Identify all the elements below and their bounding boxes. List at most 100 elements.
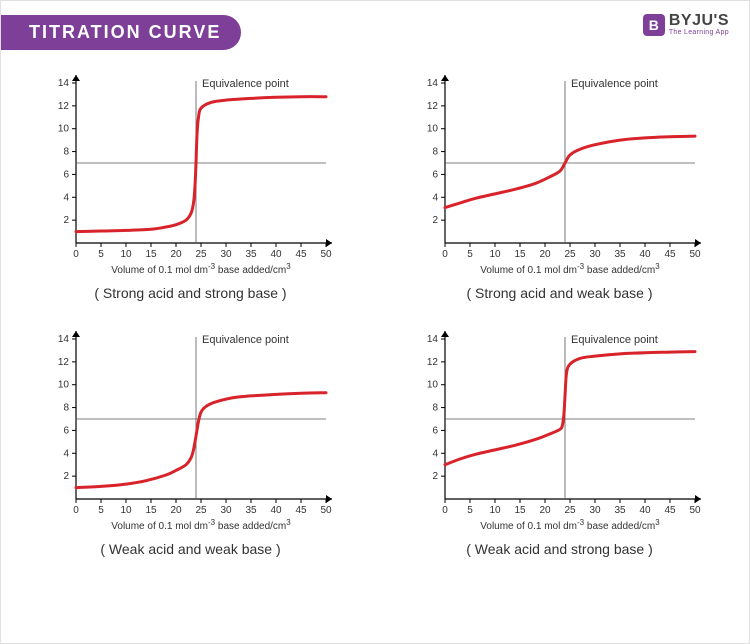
svg-text:0: 0 — [442, 505, 448, 516]
chart-caption: ( Strong acid and strong base ) — [94, 285, 286, 301]
svg-text:2: 2 — [63, 471, 69, 482]
equivalence-label: Equivalence point — [202, 78, 289, 90]
svg-text:6: 6 — [63, 169, 69, 180]
svg-text:0: 0 — [73, 249, 79, 260]
equivalence-label: Equivalence point — [571, 78, 658, 90]
logo-icon: B — [643, 14, 665, 36]
svg-text:25: 25 — [564, 249, 576, 260]
svg-text:25: 25 — [195, 505, 207, 516]
svg-text:2: 2 — [63, 215, 69, 226]
svg-text:5: 5 — [467, 505, 473, 516]
svg-text:4: 4 — [63, 448, 69, 459]
svg-text:4: 4 — [432, 192, 438, 203]
svg-text:50: 50 — [320, 249, 332, 260]
svg-text:10: 10 — [426, 380, 438, 391]
svg-text:15: 15 — [514, 249, 526, 260]
logo-main-text: BYJU'S — [669, 13, 729, 29]
svg-text:35: 35 — [245, 505, 257, 516]
equivalence-label: Equivalence point — [571, 334, 658, 346]
svg-text:45: 45 — [664, 249, 676, 260]
svg-text:0: 0 — [442, 249, 448, 260]
header: TITRATION CURVE B BYJU'S The Learning Ap… — [1, 1, 749, 55]
chart-caption: ( Weak acid and weak base ) — [100, 541, 280, 557]
svg-text:10: 10 — [489, 505, 501, 516]
chart-caption: ( Weak acid and strong base ) — [466, 541, 653, 557]
svg-text:20: 20 — [539, 249, 551, 260]
chart-svg-0: 0 5 10 15 20 25 30 35 40 45 50 2 4 6 8 10 12 14 Equivalenc… — [46, 65, 336, 283]
svg-text:25: 25 — [564, 505, 576, 516]
svg-text:12: 12 — [57, 101, 69, 112]
x-axis-label: Volume of 0.1 mol dm-3 base added/cm3 — [111, 518, 291, 532]
svg-text:8: 8 — [432, 403, 438, 414]
svg-text:50: 50 — [689, 505, 701, 516]
svg-text:2: 2 — [432, 215, 438, 226]
chart-1: 051015202530354045502468101214Equivalenc… — [390, 65, 729, 301]
brand-logo: B BYJU'S The Learning App — [643, 13, 729, 36]
svg-text:5: 5 — [467, 249, 473, 260]
chart-svg-1: 051015202530354045502468101214Equivalenc… — [415, 65, 705, 283]
svg-text:6: 6 — [432, 169, 438, 180]
logo-sub-text: The Learning App — [669, 29, 729, 36]
svg-text:15: 15 — [145, 505, 157, 516]
svg-text:45: 45 — [664, 505, 676, 516]
svg-text:10: 10 — [57, 124, 69, 135]
svg-text:40: 40 — [270, 505, 282, 516]
svg-text:12: 12 — [57, 357, 69, 368]
svg-text:20: 20 — [539, 505, 551, 516]
chart-3: 0 5 10 15 20 25 30 35 40 45 50 2 4 6 8 10 12 14 Equivalenc… — [390, 321, 729, 557]
svg-text:10: 10 — [426, 124, 438, 135]
equivalence-label: Equivalence point — [202, 334, 289, 346]
titration-curve — [445, 136, 695, 207]
x-axis-label: Volume of 0.1 mol dm-3 base added/cm3 — [111, 262, 291, 276]
svg-text:10: 10 — [120, 505, 132, 516]
svg-text:10: 10 — [57, 380, 69, 391]
x-axis-label: Volume of 0.1 mol dm-3 base added/cm3 — [480, 262, 660, 276]
svg-text:25: 25 — [195, 249, 207, 260]
svg-text:50: 50 — [320, 505, 332, 516]
svg-text:30: 30 — [589, 249, 601, 260]
svg-text:45: 45 — [295, 249, 307, 260]
svg-text:10: 10 — [489, 249, 501, 260]
svg-text:6: 6 — [63, 425, 69, 436]
svg-text:40: 40 — [639, 249, 651, 260]
svg-text:4: 4 — [432, 448, 438, 459]
svg-text:45: 45 — [295, 505, 307, 516]
svg-text:0: 0 — [73, 505, 79, 516]
svg-text:35: 35 — [245, 249, 257, 260]
svg-text:35: 35 — [614, 249, 626, 260]
x-axis-label: Volume of 0.1 mol dm-3 base added/cm3 — [480, 518, 660, 532]
titration-curve — [76, 393, 326, 488]
svg-text:50: 50 — [689, 249, 701, 260]
svg-text:12: 12 — [426, 101, 438, 112]
svg-text:40: 40 — [270, 249, 282, 260]
svg-text:14: 14 — [57, 78, 69, 89]
chart-svg-3: 0 5 10 15 20 25 30 35 40 45 50 2 4 6 8 10 12 14 Equivalenc… — [415, 321, 705, 539]
page-title: TITRATION CURVE — [1, 15, 241, 50]
svg-text:6: 6 — [432, 425, 438, 436]
svg-text:12: 12 — [426, 357, 438, 368]
svg-text:30: 30 — [589, 505, 601, 516]
svg-text:2: 2 — [432, 471, 438, 482]
svg-text:5: 5 — [98, 249, 104, 260]
chart-0: 0 5 10 15 20 25 30 35 40 45 50 2 4 6 8 10 12 14 Equivalenc… — [21, 65, 360, 301]
svg-text:14: 14 — [57, 334, 69, 345]
svg-text:20: 20 — [170, 249, 182, 260]
titration-curve — [76, 97, 326, 232]
svg-text:20: 20 — [170, 505, 182, 516]
svg-text:30: 30 — [220, 505, 232, 516]
svg-text:40: 40 — [639, 505, 651, 516]
svg-text:14: 14 — [426, 78, 438, 89]
svg-text:14: 14 — [426, 334, 438, 345]
svg-text:10: 10 — [120, 249, 132, 260]
svg-text:8: 8 — [63, 403, 69, 414]
svg-text:5: 5 — [98, 505, 104, 516]
chart-2: 0 5 10 15 20 25 30 35 40 45 50 2 4 6 8 10 12 14 Equivalenc… — [21, 321, 360, 557]
svg-text:15: 15 — [514, 505, 526, 516]
svg-text:30: 30 — [220, 249, 232, 260]
svg-text:15: 15 — [145, 249, 157, 260]
titration-curve — [445, 352, 695, 465]
svg-text:35: 35 — [614, 505, 626, 516]
svg-text:4: 4 — [63, 192, 69, 203]
chart-svg-2: 0 5 10 15 20 25 30 35 40 45 50 2 4 6 8 10 12 14 Equivalenc… — [46, 321, 336, 539]
svg-text:8: 8 — [63, 147, 69, 158]
